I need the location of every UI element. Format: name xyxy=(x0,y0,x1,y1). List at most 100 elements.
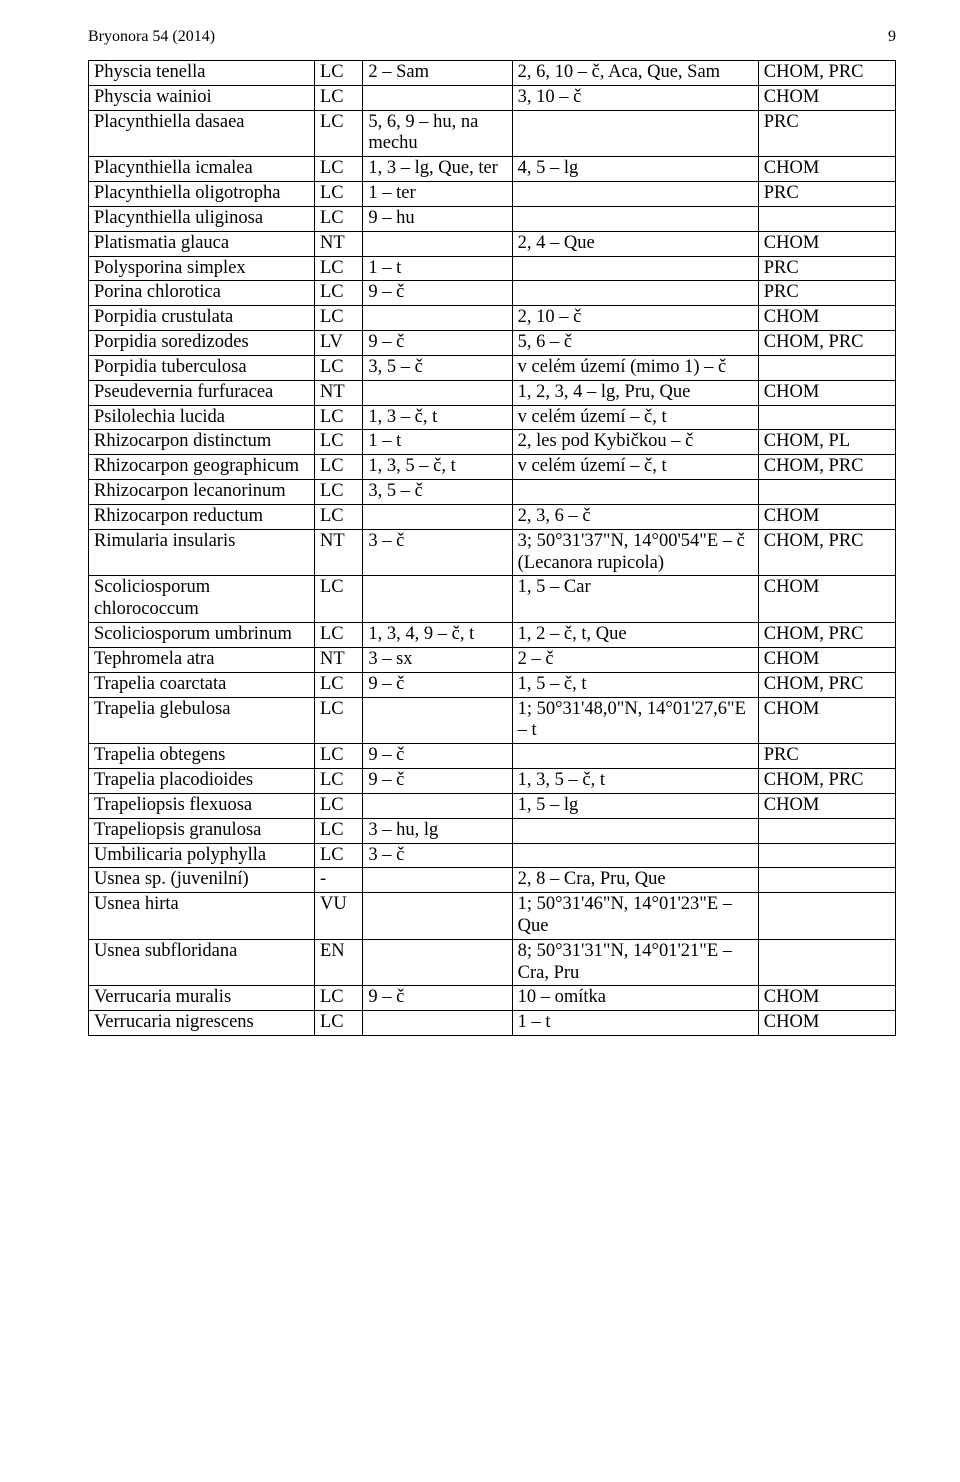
table-cell: LC xyxy=(314,818,362,843)
table-cell: v celém území (mimo 1) – č xyxy=(512,355,758,380)
table-cell: Verrucaria muralis xyxy=(89,986,315,1011)
table-cell: 5, 6 – č xyxy=(512,331,758,356)
table-cell: PRC xyxy=(758,744,895,769)
table-cell: Trapeliopsis flexuosa xyxy=(89,793,315,818)
table-cell: 3 – hu, lg xyxy=(363,818,512,843)
table-row: Porpidia tuberculosaLC3, 5 – čv celém úz… xyxy=(89,355,896,380)
table-row: Rhizocarpon lecanorinumLC3, 5 – č xyxy=(89,480,896,505)
table-cell: CHOM xyxy=(758,1011,895,1036)
table-cell: CHOM xyxy=(758,231,895,256)
table-cell: Trapelia glebulosa xyxy=(89,697,315,744)
table-cell: 1 – t xyxy=(512,1011,758,1036)
table-row: Verrucaria muralisLC9 – č10 – omítkaCHOM xyxy=(89,986,896,1011)
table-row: Physcia wainioiLC3, 10 – čCHOM xyxy=(89,85,896,110)
table-cell xyxy=(758,868,895,893)
table-cell: Placynthiella icmalea xyxy=(89,157,315,182)
table-cell: Scoliciosporum chlorococcum xyxy=(89,576,315,623)
table-row: Trapeliopsis flexuosaLC1, 5 – lgCHOM xyxy=(89,793,896,818)
table-cell: LC xyxy=(314,110,362,157)
table-cell: 1 – t xyxy=(363,430,512,455)
table-cell: 1; 50°31'48,0"N, 14°01'27,6"E – t xyxy=(512,697,758,744)
table-cell: CHOM xyxy=(758,576,895,623)
table-cell xyxy=(512,110,758,157)
table-row: Scoliciosporum chlorococcumLC1, 5 – CarC… xyxy=(89,576,896,623)
table-cell: 2, les pod Kybičkou – č xyxy=(512,430,758,455)
table-cell: 1, 2, 3, 4 – lg, Pru, Que xyxy=(512,380,758,405)
table-cell: Rhizocarpon geographicum xyxy=(89,455,315,480)
table-row: Rhizocarpon distinctumLC1 – t2, les pod … xyxy=(89,430,896,455)
table-cell: Rhizocarpon reductum xyxy=(89,504,315,529)
table-cell: LC xyxy=(314,405,362,430)
table-row: Umbilicaria polyphyllaLC3 – č xyxy=(89,843,896,868)
table-cell: Platismatia glauca xyxy=(89,231,315,256)
table-cell: 3; 50°31'37"N, 14°00'54"E – č (Lecanora … xyxy=(512,529,758,576)
table-cell: LC xyxy=(314,182,362,207)
table-cell: CHOM, PRC xyxy=(758,331,895,356)
table-cell: CHOM xyxy=(758,504,895,529)
table-cell: LC xyxy=(314,744,362,769)
table-cell xyxy=(363,504,512,529)
table-cell: Physcia wainioi xyxy=(89,85,315,110)
table-cell: 1, 5 – č, t xyxy=(512,672,758,697)
table-cell: LC xyxy=(314,206,362,231)
table-cell: 2, 8 – Cra, Pru, Que xyxy=(512,868,758,893)
table-cell xyxy=(363,306,512,331)
table-cell xyxy=(758,405,895,430)
table-cell: LC xyxy=(314,157,362,182)
table-cell xyxy=(512,182,758,207)
table-row: Rhizocarpon geographicumLC1, 3, 5 – č, t… xyxy=(89,455,896,480)
table-cell: Pseudevernia furfuracea xyxy=(89,380,315,405)
table-cell: 4, 5 – lg xyxy=(512,157,758,182)
table-row: Scoliciosporum umbrinumLC1, 3, 4, 9 – č,… xyxy=(89,623,896,648)
table-row: Tephromela atraNT3 – sx2 – čCHOM xyxy=(89,647,896,672)
page-header: Bryonora 54 (2014) 9 xyxy=(88,28,896,46)
table-cell: Trapelia coarctata xyxy=(89,672,315,697)
table-cell: 9 – č xyxy=(363,769,512,794)
table-cell: LC xyxy=(314,256,362,281)
table-cell: 1; 50°31'46"N, 14°01'23"E – Que xyxy=(512,893,758,940)
table-cell: CHOM, PRC xyxy=(758,529,895,576)
table-cell: - xyxy=(314,868,362,893)
table-cell xyxy=(512,744,758,769)
table-cell: 2, 4 – Que xyxy=(512,231,758,256)
table-cell: LC xyxy=(314,623,362,648)
table-cell: NT xyxy=(314,647,362,672)
table-cell: Usnea subfloridana xyxy=(89,939,315,986)
table-row: Rhizocarpon reductumLC2, 3, 6 – čCHOM xyxy=(89,504,896,529)
table-cell: 3 – sx xyxy=(363,647,512,672)
table-cell xyxy=(512,843,758,868)
table-cell: PRC xyxy=(758,110,895,157)
table-row: Placynthiella icmaleaLC1, 3 – lg, Que, t… xyxy=(89,157,896,182)
table-row: Placynthiella uliginosaLC9 – hu xyxy=(89,206,896,231)
table-cell xyxy=(363,380,512,405)
table-row: Trapelia placodioidesLC9 – č1, 3, 5 – č,… xyxy=(89,769,896,794)
table-cell: LC xyxy=(314,306,362,331)
table-cell: 3, 10 – č xyxy=(512,85,758,110)
table-cell: Trapeliopsis granulosa xyxy=(89,818,315,843)
table-cell: CHOM xyxy=(758,85,895,110)
table-cell: Trapelia obtegens xyxy=(89,744,315,769)
table-cell: Rhizocarpon lecanorinum xyxy=(89,480,315,505)
table-row: Porpidia soredizodesLV9 – č5, 6 – čCHOM,… xyxy=(89,331,896,356)
table-cell xyxy=(758,818,895,843)
table-cell: LC xyxy=(314,355,362,380)
table-cell xyxy=(512,281,758,306)
table-cell xyxy=(363,939,512,986)
table-cell: 1, 3, 5 – č, t xyxy=(363,455,512,480)
table-cell: Tephromela atra xyxy=(89,647,315,672)
table-cell xyxy=(512,480,758,505)
table-cell: Rhizocarpon distinctum xyxy=(89,430,315,455)
table-cell: CHOM, PRC xyxy=(758,61,895,86)
table-cell: LC xyxy=(314,455,362,480)
table-cell: NT xyxy=(314,231,362,256)
table-cell: LC xyxy=(314,843,362,868)
table-cell: 1 – t xyxy=(363,256,512,281)
table-cell: CHOM xyxy=(758,157,895,182)
table-cell: CHOM, PRC xyxy=(758,623,895,648)
table-cell: Physcia tenella xyxy=(89,61,315,86)
table-cell: NT xyxy=(314,529,362,576)
table-cell: 9 – č xyxy=(363,672,512,697)
table-cell: LC xyxy=(314,504,362,529)
table-cell: v celém území – č, t xyxy=(512,405,758,430)
table-cell xyxy=(758,355,895,380)
